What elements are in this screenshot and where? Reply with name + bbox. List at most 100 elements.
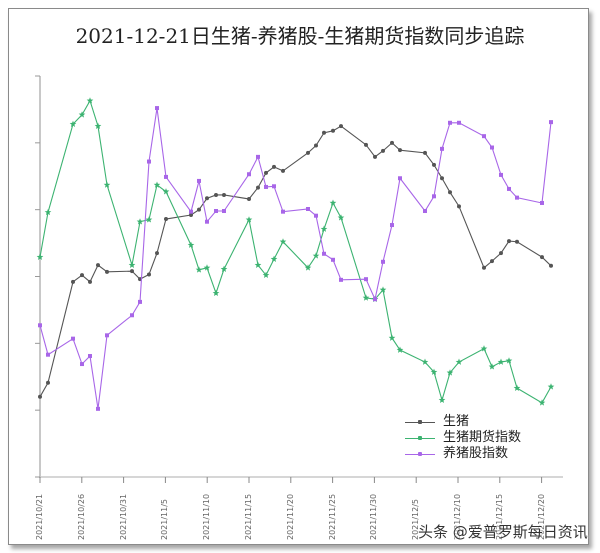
data-point-icon [381,148,385,153]
x-tick-label: 2021/10/31 [118,493,128,540]
data-point-icon [499,251,503,256]
legend-item-hog-futures: 生猪期货指数 [405,430,521,446]
data-point-icon [80,273,84,278]
data-point-icon [164,217,168,222]
data-point-icon [71,336,75,341]
axes [35,75,563,483]
data-point-icon [46,380,50,385]
star-point-icon [270,255,278,262]
data-point-icon [147,159,151,164]
data-point-icon [390,140,394,145]
data-point-icon [515,239,519,244]
data-point-icon [549,120,553,125]
star-point-icon [388,334,396,341]
data-point-icon [264,170,268,175]
data-point-icon [482,134,486,139]
star-point-icon [94,122,102,129]
watermark: 头条 @爱普罗斯每日资讯 [418,523,588,541]
data-point-icon [398,176,402,181]
data-point-icon [390,223,394,228]
data-point-icon [364,277,368,282]
data-point-icon [515,195,519,200]
data-point-icon [448,120,452,125]
star-point-icon [446,369,454,376]
star-point-icon [396,346,404,353]
star-point-icon [145,216,153,223]
series-line [39,99,552,404]
star-point-icon [438,396,446,403]
data-point-icon [272,184,276,189]
x-tick-label: 2021/10/21 [35,493,44,540]
x-tick-label: 2021/11/20 [285,493,295,540]
data-point-icon [197,207,201,212]
data-point-icon [80,362,84,367]
data-point-icon [364,142,368,147]
legend-item-live-hog: 生猪 [405,414,521,430]
star-point-icon [78,111,86,118]
data-point-icon [423,209,427,214]
star-point-icon [212,289,220,297]
data-point-icon [214,209,218,214]
star-point-icon [162,188,170,195]
data-point-icon [373,154,377,159]
star-point-icon [86,97,94,104]
data-point-icon [197,178,201,183]
star-point-icon [488,363,496,370]
star-point-icon [513,384,521,391]
data-point-icon [432,162,436,167]
data-point-icon [256,185,260,190]
series-2 [38,106,553,411]
data-point-icon [88,279,92,284]
chart-title: 2021-12-21日生猪-养猪股-生猪期货指数同步追踪 [75,24,525,48]
data-point-icon [423,150,427,155]
star-point-icon [254,261,262,268]
data-point-icon [130,269,134,274]
data-point-icon [38,394,42,399]
star-point-icon [455,358,463,365]
legend-label: 生猪 [443,414,470,429]
series-lines [36,97,555,411]
star-point-icon [262,271,270,278]
legend-swatch-icon [405,417,435,427]
data-point-icon [440,176,444,181]
star-point-icon [153,181,161,188]
data-point-icon [398,148,402,153]
star-point-icon [505,357,513,364]
data-point-icon [331,128,335,133]
star-point-icon [136,218,144,225]
series-0 [38,124,553,399]
star-point-icon [44,208,52,216]
data-point-icon [222,192,226,197]
data-point-icon [482,265,486,270]
legend-label: 生猪期货指数 [443,430,522,445]
data-point-icon [256,154,260,159]
data-point-icon [490,259,494,264]
data-point-icon [281,209,285,214]
legend: 生猪 生猪期货指数 养猪股指数 [405,414,521,462]
data-point-icon [130,313,134,318]
data-point-icon [214,192,218,197]
data-point-icon [457,120,461,125]
star-point-icon [430,368,438,375]
data-point-icon [549,263,553,268]
data-point-icon [38,323,42,328]
star-point-icon [421,358,429,365]
data-point-icon [339,124,343,129]
data-point-icon [507,239,511,244]
x-tick-label: 2021/11/30 [369,493,379,540]
data-point-icon [322,130,326,135]
star-point-icon [69,120,77,127]
data-point-icon [507,186,511,191]
data-point-icon [272,164,276,169]
series-line [39,107,552,409]
star-point-icon [320,225,328,232]
data-point-icon [105,333,109,338]
data-point-icon [448,190,452,195]
data-point-icon [155,106,159,111]
star-point-icon [538,399,546,406]
data-point-icon [306,150,310,155]
data-point-icon [71,279,75,284]
star-point-icon [379,286,387,293]
star-point-icon [329,199,337,206]
